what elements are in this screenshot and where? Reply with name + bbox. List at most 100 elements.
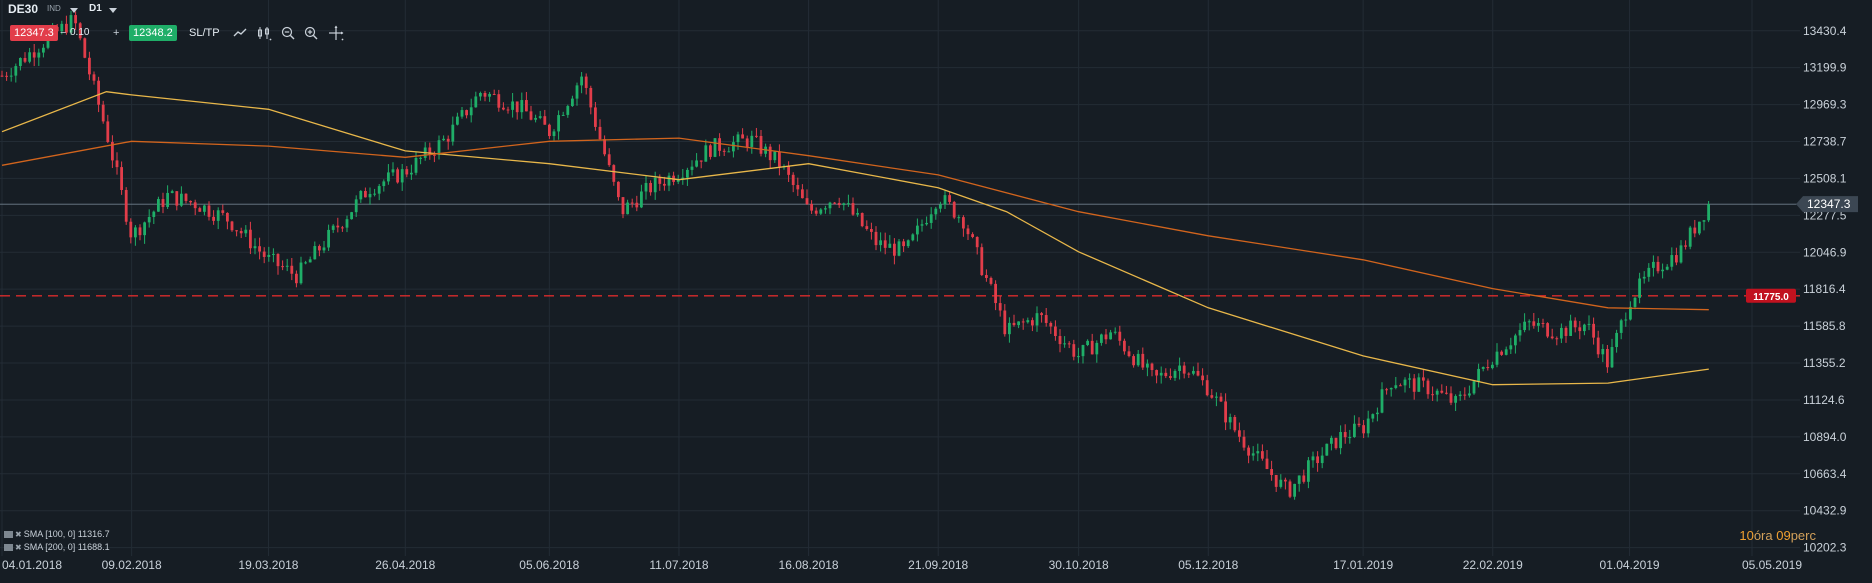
sltp-button[interactable]: SL/TP (189, 27, 220, 39)
x-tick-label: 26.04.2018 (375, 558, 435, 572)
candle-up (373, 193, 376, 195)
candle-up (272, 253, 275, 255)
candle-down (1592, 323, 1595, 338)
zoom-in-icon[interactable] (303, 25, 319, 41)
y-tick-label: 11585.8 (1803, 319, 1846, 333)
volume-increase-button[interactable]: + (113, 27, 120, 39)
candle-down (1072, 344, 1076, 357)
candle-down (525, 100, 528, 112)
candle-down (175, 191, 179, 206)
countdown-hours-label: óra (1753, 528, 1773, 543)
candle-up (520, 100, 524, 113)
candle-up (1178, 365, 1181, 371)
candle-down (184, 193, 188, 201)
candle-up (60, 23, 64, 32)
candle-down (971, 234, 974, 237)
candle-up (1307, 460, 1310, 482)
zoom-out-icon[interactable] (280, 25, 296, 41)
candle-up (285, 265, 289, 267)
candle-up (1601, 349, 1605, 355)
remove-indicator-icon[interactable]: ✖ (15, 543, 22, 552)
candle-up (653, 177, 657, 193)
remove-indicator-icon[interactable]: ✖ (15, 530, 22, 539)
indicator-settings-icon[interactable] (4, 544, 13, 552)
candle-up (1435, 390, 1439, 395)
candle-up (1251, 453, 1255, 456)
volume-value[interactable]: 0.10 (70, 27, 90, 38)
candle-up (1086, 340, 1089, 346)
candle-down (281, 266, 284, 268)
candle-down (428, 147, 432, 155)
candle-up (1629, 306, 1632, 320)
symbol-name[interactable]: DE30 (8, 2, 39, 16)
bid-price-button[interactable]: 12347.3 (10, 25, 58, 41)
volume-decrease-button[interactable]: − (60, 27, 67, 39)
y-tick-label: 12508.1 (1803, 171, 1847, 185)
candle-up (1173, 370, 1177, 378)
candle-down (318, 246, 321, 251)
line-chart-icon[interactable] (232, 25, 248, 41)
ask-price-button[interactable]: 12348.2 (129, 25, 177, 41)
candle-down (446, 138, 450, 142)
candle-down (1242, 436, 1246, 448)
candle-up (1587, 323, 1591, 325)
candle-down (948, 195, 951, 202)
candle-down (1486, 367, 1490, 369)
candle-down (718, 138, 721, 151)
candle-up (929, 214, 933, 223)
candle-up (1583, 324, 1586, 332)
candle-up (345, 219, 349, 228)
candle-up (1624, 319, 1628, 321)
candle-up (1679, 245, 1683, 263)
crosshair-icon[interactable] (328, 25, 344, 41)
candle-down (230, 221, 234, 231)
y-tick-label: 10202.3 (1803, 541, 1847, 555)
candle-down (594, 107, 597, 127)
indicator-settings-icon[interactable] (4, 531, 13, 539)
candle-down (65, 23, 68, 33)
candle-down (92, 74, 96, 81)
candle-down (465, 110, 468, 116)
candle-up (354, 199, 358, 213)
candle-up (1008, 322, 1011, 335)
y-tick-label: 11124.6 (1803, 393, 1845, 407)
candle-up (368, 193, 372, 198)
candle-down (1596, 337, 1600, 355)
candle-up (382, 181, 386, 187)
timeframe-selector[interactable]: D1 (89, 3, 102, 14)
candle-down (1201, 375, 1204, 381)
candle-up (1537, 322, 1540, 326)
x-tick-label: 30.10.2018 (1049, 558, 1109, 572)
candle-down (1302, 475, 1306, 482)
candle-up (331, 225, 335, 230)
candle-down (543, 116, 547, 125)
candle-down (805, 198, 809, 205)
candle-down (1219, 396, 1223, 402)
candles-icon[interactable] (256, 25, 272, 41)
price-level-line: 11775.0 (0, 288, 1800, 303)
candle-down (1205, 380, 1209, 396)
candle-up (736, 134, 740, 143)
legend-item-sma200[interactable]: ✖ SMA [200, 0] 11688.1 (4, 542, 110, 552)
candle-down (341, 227, 344, 229)
candle-up (170, 191, 174, 193)
legend-item-sma100[interactable]: ✖ SMA [100, 0] 11316.7 (4, 529, 110, 539)
candle-down (83, 38, 87, 58)
candle-down (515, 101, 519, 113)
symbol-dropdown-icon[interactable] (70, 8, 78, 13)
candle-down (1040, 313, 1043, 316)
candle-down (1261, 451, 1264, 459)
candle-up (713, 138, 717, 157)
candle-down (874, 231, 878, 246)
candle-up (1504, 349, 1508, 355)
candle-up (1514, 335, 1517, 346)
candle-up (203, 205, 206, 212)
candle-up (1417, 377, 1421, 392)
timeframe-dropdown-icon[interactable] (109, 8, 117, 13)
candle-up (1320, 455, 1324, 464)
candle-down (865, 226, 869, 229)
candle-up (1081, 345, 1085, 357)
candle-up (42, 47, 45, 53)
candle-up (828, 202, 832, 209)
